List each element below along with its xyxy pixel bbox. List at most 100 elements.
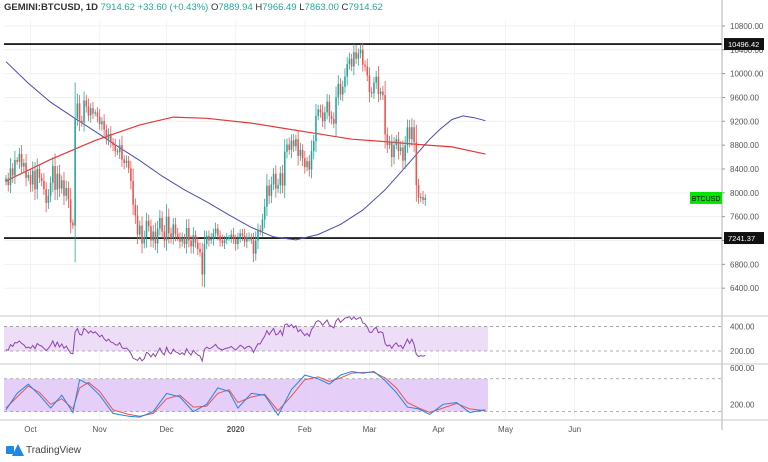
candle-body [261,219,264,231]
candle-body [362,49,364,65]
candle-body [54,166,56,190]
candle-body [364,64,366,67]
rsi-pane[interactable] [4,315,722,363]
candle-body [63,180,65,196]
stoch-k-line [5,370,486,418]
candle-body [281,173,284,186]
candle-body [27,174,30,178]
candle-body [393,145,395,158]
candle-body [205,235,208,245]
candle-body [295,139,297,147]
candle-body [402,147,404,161]
candle-body [232,234,235,240]
candle-body [388,142,391,146]
candle-body [214,228,217,234]
candle-body [333,118,335,124]
candle-body [411,127,413,140]
candle-body [127,160,130,169]
close-label: C [341,2,349,13]
candle-body [330,115,333,119]
candle-body [341,86,344,95]
price-tick-label: 7600.00 [730,213,759,222]
candle-body [105,129,108,140]
candle-body [317,109,319,116]
candle-body [390,142,393,158]
candle-body [268,185,270,196]
candle-body [139,225,141,235]
candle-body [165,216,168,241]
stoch-d-line [5,371,486,417]
candle-body [290,140,293,150]
stoch-pane[interactable] [4,370,722,418]
price-pane[interactable] [4,42,722,288]
candle-body [324,112,326,122]
candle-body [348,58,351,65]
candle-body [112,142,114,146]
candle-body [81,120,83,123]
candle-body [259,229,262,231]
candle-body [252,240,255,254]
candle-body [154,231,157,244]
candle-body [181,238,183,242]
candle-body [230,234,233,238]
time-tick-label: Jun [568,425,581,434]
candle-body [114,145,117,152]
close-value: 7914.62 [348,2,383,13]
time-tick-label: Oct [24,425,37,434]
candle-body [286,144,288,152]
candle-body [103,121,105,130]
candle-body [337,83,340,98]
candle-body [196,242,199,249]
candle-body [161,217,163,232]
candle-body [98,116,101,125]
candle-body [208,235,210,241]
price-tick-label: 10000.00 [730,70,764,79]
candle-body [185,227,188,245]
candle-body [123,159,125,164]
rsi-line [5,315,426,363]
candle-body [192,235,195,247]
candle-body [40,177,43,181]
candle-body [310,151,313,170]
tradingview-logo[interactable]: TradingView [6,444,81,456]
candle-body [38,168,41,178]
candle-body [263,206,266,220]
candle-body [335,97,337,124]
candle-body [308,161,311,170]
candle-body [20,154,23,167]
candle-body [275,173,277,189]
candle-body [43,180,45,190]
logo-text: TradingView [26,444,82,456]
candle-body [225,238,228,240]
candle-body [132,180,134,205]
candle-body [49,182,52,196]
candle-body [419,196,422,198]
tradingview-icon [6,444,24,456]
candle-body [312,140,315,152]
candle-body [306,161,308,168]
candle-body [370,92,373,94]
candle-body [366,66,369,76]
candle-body [241,233,244,236]
candle-body [217,228,219,236]
candle-body [201,252,204,275]
candle-body [60,180,63,189]
candle-body [212,233,215,239]
candle-body [121,145,123,160]
candle-body [210,238,212,241]
candle-body [277,185,279,189]
candle-body [134,204,137,216]
candle-body [292,140,295,147]
candle-body [18,154,21,162]
sma-slow-line [5,116,486,182]
candle-body [47,195,50,203]
candle-body [11,168,14,176]
candle-body [45,189,47,203]
candle-body [375,76,377,83]
price-tick-label: 8400.00 [730,165,759,174]
price-tick-label: 6400.00 [730,284,759,293]
candle-body [9,168,12,186]
chart-header: GEMINI:BTCUSD, 1D 7914.62 +33.60 (+0.43%… [4,2,383,13]
candle-body [266,185,268,207]
candle-body [152,231,154,241]
